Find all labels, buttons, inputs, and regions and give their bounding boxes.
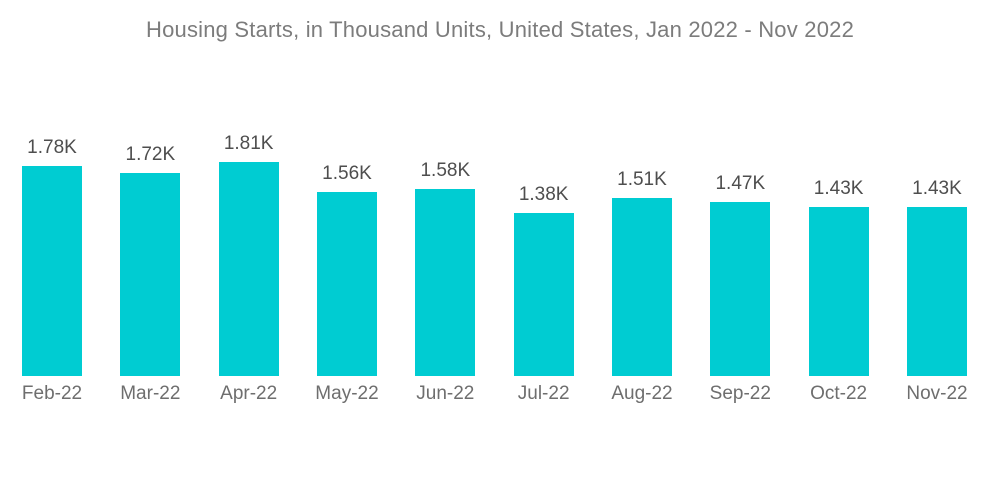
bar [513,213,574,376]
bar-value-label: 1.38K [518,184,569,205]
x-axis-label: Jul-22 [517,383,570,404]
bar-column: 1.72K Mar-22 [101,0,199,504]
x-axis-label: Mar-22 [120,383,181,404]
bar [22,166,82,376]
bar-value-label: 1.78K [27,137,77,158]
bar-value-label: 1.47K [715,173,766,194]
x-axis-label: Apr-22 [220,383,278,404]
bar-value-label: 1.81K [223,133,274,154]
x-axis-label: Oct-22 [810,383,868,404]
bar-value-label: 1.72K [125,144,176,165]
bar [710,202,771,376]
bar-column: 1.43K Nov-22 [888,0,986,504]
x-axis-label: Jun-22 [416,383,475,404]
bar [611,198,672,376]
bar-value-label: 1.58K [420,160,471,181]
bar [120,173,181,376]
bar [415,189,476,376]
bar-value-label: 1.43K [813,178,864,199]
bar-column: 1.47K Sep-22 [691,0,789,504]
x-axis-label: Nov-22 [906,383,968,404]
bar [906,207,967,376]
bar-value-label: 1.51K [617,169,667,190]
bar-value-label: 1.43K [912,178,962,199]
bar-column: 1.58K Jun-22 [396,0,494,504]
bar-column: 1.43K Oct-22 [790,0,888,504]
bar-column: 1.56K May-22 [298,0,396,504]
x-axis-label: Sep-22 [709,383,771,404]
bar [218,162,279,376]
bar-column: 1.51K Aug-22 [593,0,691,504]
x-axis-label: Aug-22 [611,383,673,404]
bar [316,192,377,376]
bar [808,207,869,376]
bar-value-label: 1.56K [322,163,372,184]
bar-column: 1.38K Jul-22 [495,0,593,504]
x-axis-label: May-22 [315,383,379,404]
bar-column: 1.78K Feb-22 [3,0,101,504]
bar-column: 1.81K Apr-22 [200,0,298,504]
chart-title: Housing Starts, in Thousand Units, Unite… [145,17,854,42]
x-axis-label: Feb-22 [21,383,83,404]
